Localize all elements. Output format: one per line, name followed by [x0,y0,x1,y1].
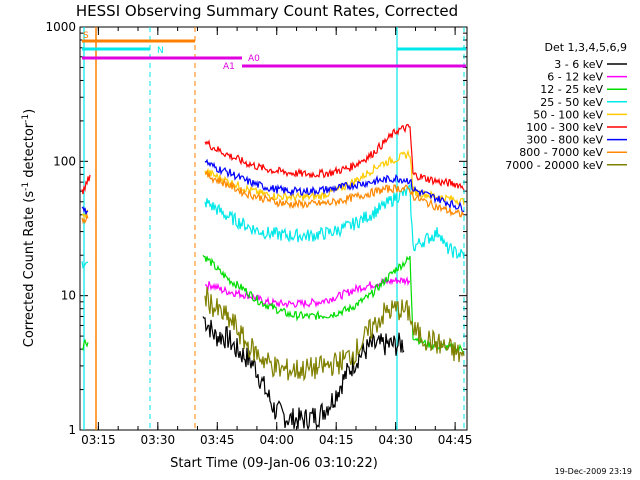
x-tick-label: 04:30 [378,433,413,447]
flag-label-n: N [157,46,164,56]
y-axis-label-part3: ) [22,109,37,114]
y-tick-label: 1 [68,423,76,437]
y-tick-labels: 1 10 100 1000 [45,20,76,437]
series-line [81,183,465,269]
series-line [81,169,465,225]
plot-frame [79,26,468,431]
series-line [81,123,465,195]
footer-timestamp: 19-Dec-2009 23:19 [555,467,632,476]
chart-title: HESSI Observing Summary Count Rates, Cor… [76,2,458,20]
flag-label-s: S [83,31,89,41]
flag-label-a0: A0 [248,54,260,64]
y-tick-label: 1000 [45,20,76,34]
legend-entry: 50 - 100 keV [533,108,603,121]
y-axis-label-part2: detector [22,122,37,182]
x-tick-label: 03:15 [81,433,116,447]
series-line [81,158,465,215]
x-axis-label: Start Time (09-Jan-06 03:10:22) [170,456,378,471]
series-line [81,149,465,219]
legend-entry: 25 - 50 keV [540,96,603,109]
y-tick-label: 100 [53,154,76,168]
legend-title: Det 1,3,4,5,6,9 [544,41,627,54]
legend-entry: 100 - 300 keV [526,121,603,134]
legend-entry: 6 - 12 keV [547,71,603,84]
series-line [204,286,465,382]
legend-entry: 300 - 800 keV [526,134,603,147]
flag-label-a1: A1 [223,62,235,72]
legend-entry: 12 - 25 keV [540,83,603,96]
series-line [204,276,411,310]
x-tick-label: 04:00 [259,433,294,447]
plot-axes [79,26,468,431]
legend-entry: 800 - 7000 keV [519,146,603,159]
legend-entry: 3 - 6 keV [554,58,603,71]
y-axis-label-sup2: -1 [21,114,31,123]
x-tick-labels: 03:15 03:30 03:45 04:00 04:15 04:30 04:45 [81,433,472,447]
data-series [81,123,465,431]
x-tick-label: 04:15 [319,433,354,447]
y-axis-label-part1: Corrected Count Rate (s [22,191,37,348]
attenuator-markers [83,27,465,430]
y-tick-label: 10 [61,289,76,303]
mode-flag-bars: S N A0 A1 [82,31,466,72]
x-tick-label: 03:30 [141,433,176,447]
legend-entry: 7000 - 20000 keV [505,159,603,172]
y-axis-label-sup1: -1 [21,182,31,191]
y-axis-label: Corrected Count Rate (s-1 detector-1) [21,109,37,347]
x-tick-label: 03:45 [200,433,235,447]
x-tick-label: 04:45 [438,433,473,447]
